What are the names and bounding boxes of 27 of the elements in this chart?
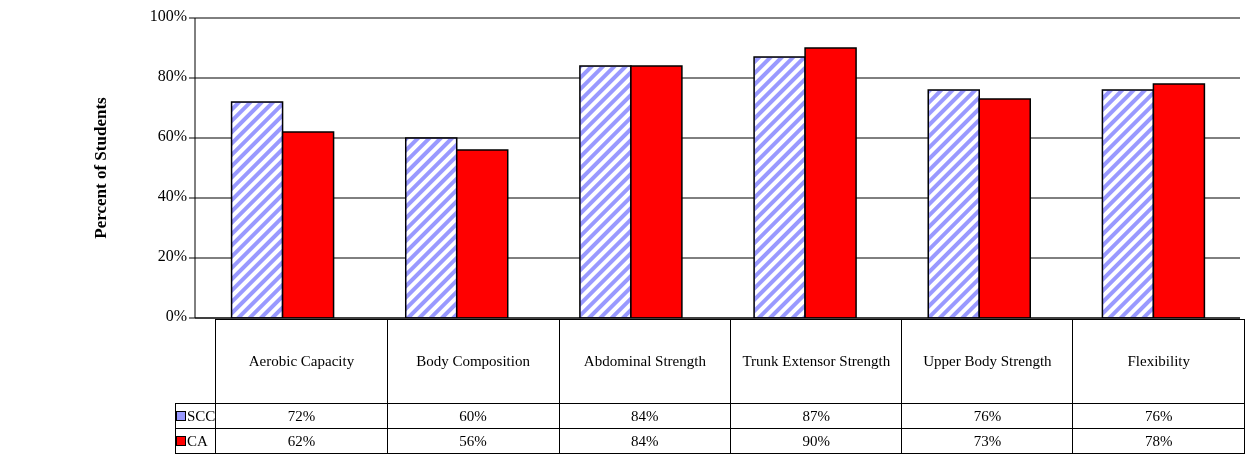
- x-tick-label: Upper Body Strength: [901, 319, 1073, 404]
- x-tick-label: Flexibility: [1072, 319, 1245, 404]
- y-tick-label: 80%: [157, 66, 187, 84]
- data-label: 78%: [1072, 428, 1245, 454]
- data-label: 62%: [215, 428, 388, 454]
- x-tick-label: Abdominal Strength: [559, 319, 731, 404]
- y-axis-title: Percent of Students: [91, 96, 111, 239]
- data-label: 56%: [387, 428, 560, 454]
- data-label: 84%: [559, 428, 731, 454]
- data-label: 73%: [901, 428, 1073, 454]
- x-tick-label: Trunk Extensor Strength: [730, 319, 902, 404]
- x-tick-label: Body Composition: [387, 319, 560, 404]
- data-label: 76%: [901, 403, 1073, 429]
- data-label: 76%: [1072, 403, 1245, 429]
- legend-label: CA: [186, 432, 208, 449]
- y-tick-label: 40%: [157, 186, 187, 204]
- y-tick-label: 60%: [157, 126, 187, 144]
- data-label: 84%: [559, 403, 731, 429]
- data-label: 60%: [387, 403, 560, 429]
- y-tick-label: 20%: [157, 246, 187, 264]
- y-tick-label: 0%: [165, 306, 187, 324]
- legend-label: SCC: [186, 407, 216, 424]
- data-label: 90%: [730, 428, 902, 454]
- y-tick-label: 100%: [149, 6, 187, 24]
- data-label: 72%: [215, 403, 388, 429]
- x-tick-label: Aerobic Capacity: [215, 319, 388, 404]
- data-label: 87%: [730, 403, 902, 429]
